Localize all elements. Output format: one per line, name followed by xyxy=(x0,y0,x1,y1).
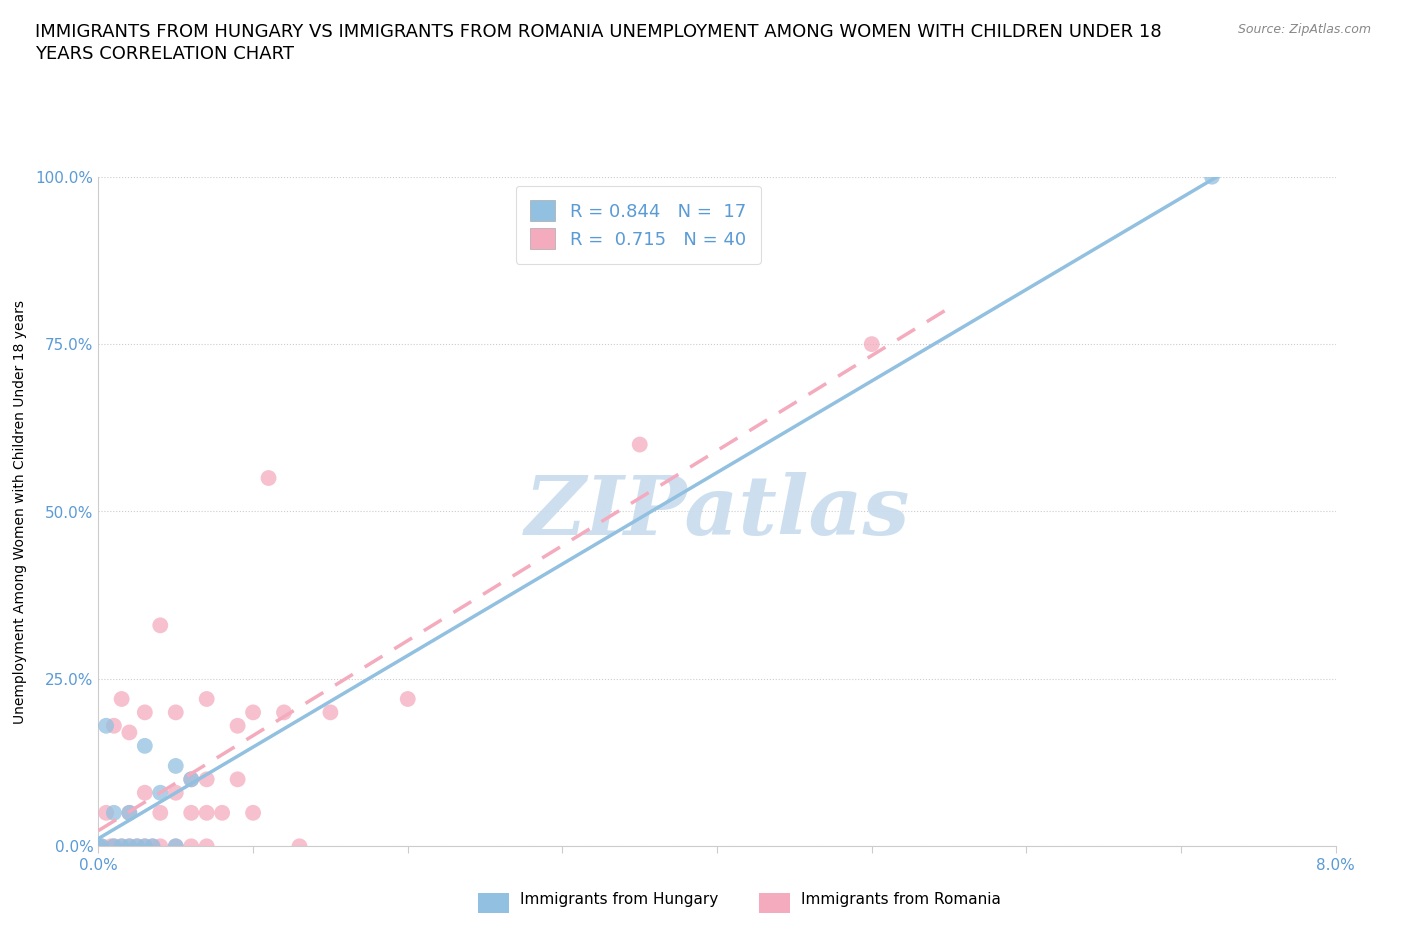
Point xyxy=(165,705,187,720)
Point xyxy=(118,839,141,854)
Text: Immigrants from Hungary: Immigrants from Hungary xyxy=(520,892,718,907)
Point xyxy=(165,785,187,800)
Point xyxy=(127,839,149,854)
Point xyxy=(195,805,218,820)
Point xyxy=(149,618,172,632)
Point xyxy=(211,805,233,820)
Point xyxy=(226,772,249,787)
Point xyxy=(165,759,187,774)
Point xyxy=(103,839,125,854)
Point xyxy=(288,839,311,854)
Point xyxy=(118,805,141,820)
Point xyxy=(180,805,202,820)
Point xyxy=(103,805,125,820)
Point xyxy=(111,839,132,854)
Point xyxy=(628,437,651,452)
Point xyxy=(118,839,141,854)
Point xyxy=(111,839,132,854)
Point xyxy=(141,839,165,854)
Point xyxy=(90,839,112,854)
Point xyxy=(118,725,141,740)
Point xyxy=(149,839,172,854)
Point xyxy=(180,772,202,787)
Point xyxy=(273,705,295,720)
Point xyxy=(134,705,156,720)
Text: IMMIGRANTS FROM HUNGARY VS IMMIGRANTS FROM ROMANIA UNEMPLOYMENT AMONG WOMEN WITH: IMMIGRANTS FROM HUNGARY VS IMMIGRANTS FR… xyxy=(35,23,1161,41)
Y-axis label: Unemployment Among Women with Children Under 18 years: Unemployment Among Women with Children U… xyxy=(13,299,27,724)
Point xyxy=(1201,169,1223,184)
Point xyxy=(111,692,132,707)
Point xyxy=(180,839,202,854)
Point xyxy=(96,805,118,820)
Point xyxy=(118,805,141,820)
Point xyxy=(134,839,156,854)
Point xyxy=(257,471,280,485)
Point xyxy=(87,839,110,854)
Point xyxy=(100,839,122,854)
Point xyxy=(165,839,187,854)
Point xyxy=(180,772,202,787)
Point xyxy=(103,718,125,733)
Point xyxy=(96,718,118,733)
Point xyxy=(195,839,218,854)
Point xyxy=(90,839,112,854)
Text: ZIPatlas: ZIPatlas xyxy=(524,472,910,551)
Point xyxy=(226,718,249,733)
Point xyxy=(396,692,419,707)
Point xyxy=(149,785,172,800)
Point xyxy=(134,785,156,800)
Point xyxy=(195,772,218,787)
Point xyxy=(149,805,172,820)
Point xyxy=(134,839,156,854)
Point xyxy=(860,337,883,352)
Point xyxy=(134,738,156,753)
Point xyxy=(195,692,218,707)
Text: Source: ZipAtlas.com: Source: ZipAtlas.com xyxy=(1237,23,1371,36)
Point xyxy=(103,839,125,854)
Point xyxy=(141,839,165,854)
Legend: R = 0.844   N =  17, R =  0.715   N = 40: R = 0.844 N = 17, R = 0.715 N = 40 xyxy=(516,186,761,263)
Point xyxy=(165,839,187,854)
Text: YEARS CORRELATION CHART: YEARS CORRELATION CHART xyxy=(35,45,294,62)
Point xyxy=(319,705,342,720)
Point xyxy=(242,705,264,720)
Point xyxy=(127,839,149,854)
Text: Immigrants from Romania: Immigrants from Romania xyxy=(801,892,1001,907)
Point xyxy=(242,805,264,820)
